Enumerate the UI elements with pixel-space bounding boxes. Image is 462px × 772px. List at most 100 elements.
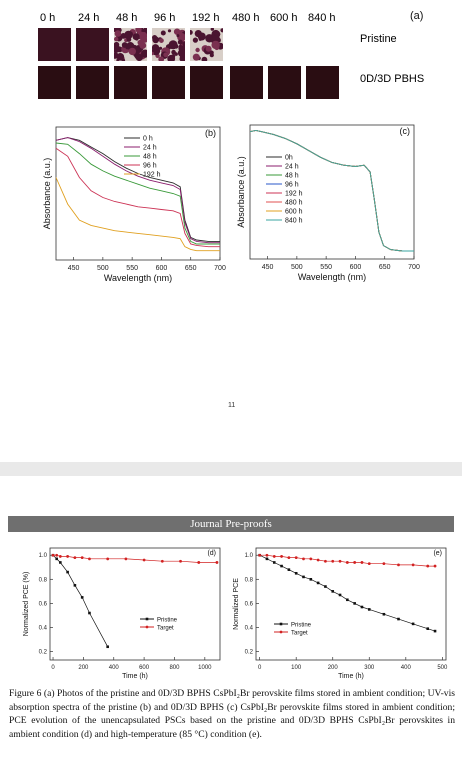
series-line xyxy=(249,129,414,252)
legend-marker xyxy=(279,630,283,634)
series-line xyxy=(249,129,414,252)
data-point xyxy=(272,555,276,558)
legend-label: Pristine xyxy=(157,618,178,624)
plot-frame xyxy=(49,547,221,661)
data-point xyxy=(302,575,305,579)
data-point xyxy=(324,585,327,588)
film-photo-pbhs xyxy=(306,66,339,99)
panel-label: (e) xyxy=(433,550,442,557)
data-point xyxy=(73,584,77,587)
data-point xyxy=(215,561,219,564)
journal-banner: Journal Pre-proofs xyxy=(8,516,454,532)
data-point xyxy=(294,556,298,560)
data-point xyxy=(80,556,84,560)
data-point xyxy=(397,617,400,621)
x-axis-label: Time (h) xyxy=(122,673,148,680)
panel-label: (d) xyxy=(207,550,216,557)
pce-chart-ambient: 0 200 400 600 800 1000 0.2 0.4 0.6 0.8 1.0 Time (h)… xyxy=(23,547,221,680)
time-label: 480 h xyxy=(232,12,260,24)
time-label: 0 h xyxy=(40,12,56,24)
data-point xyxy=(353,561,357,564)
series-line xyxy=(259,554,435,567)
x-tick-label: 550 xyxy=(126,265,138,272)
data-point xyxy=(411,563,415,567)
y-axis-label: Absorbance (a.u.) xyxy=(236,156,246,228)
data-point xyxy=(58,555,62,558)
data-point xyxy=(265,553,269,557)
legend-marker xyxy=(145,625,149,629)
series-line xyxy=(53,554,217,563)
x-tick-label: 450 xyxy=(262,264,274,271)
data-point xyxy=(106,645,109,649)
y-tick-label: 0.2 xyxy=(39,650,48,656)
x-tick-label: 700 xyxy=(408,264,420,271)
x-tick-label: 400 xyxy=(109,665,120,671)
legend-label: 96 h xyxy=(143,163,157,170)
data-point xyxy=(382,612,386,616)
panel-label-a: (a) xyxy=(410,10,424,22)
legend-label: 480 h xyxy=(285,200,303,207)
data-point xyxy=(294,571,298,575)
data-point xyxy=(302,557,305,561)
legend-marker xyxy=(279,622,283,626)
data-point xyxy=(73,556,77,560)
x-tick-label: 1000 xyxy=(198,665,212,671)
x-tick-label: 300 xyxy=(364,665,375,671)
data-point xyxy=(367,608,371,611)
x-tick-label: 200 xyxy=(328,665,339,671)
x-tick-label: 500 xyxy=(291,264,303,271)
y-axis-label: Normalized PCE xyxy=(233,578,240,630)
legend-label: 0 h xyxy=(143,136,153,143)
film-photo-pbhs xyxy=(114,66,147,99)
y-tick-label: 0.6 xyxy=(39,601,48,607)
series-line xyxy=(249,129,414,252)
film-photo-pbhs xyxy=(230,66,263,99)
y-tick-label: 0.4 xyxy=(39,625,48,631)
film-photo-pristine xyxy=(76,28,109,61)
manuscript-page-top: 0 h 24 h 48 h 96 h 192 h 480 h 600 h 840 h (a) … xyxy=(38,10,425,409)
data-point xyxy=(382,562,386,566)
film-photo-pbhs xyxy=(152,66,185,99)
legend-label: 600 h xyxy=(285,209,303,216)
y-tick-label: 0.6 xyxy=(245,601,254,607)
series-line xyxy=(259,554,436,632)
legend-label: 192 h xyxy=(143,172,161,179)
series-line xyxy=(249,129,414,252)
time-label: 24 h xyxy=(78,12,100,24)
data-point xyxy=(66,555,70,558)
data-point xyxy=(106,557,110,561)
data-point xyxy=(433,629,437,633)
series-line xyxy=(55,137,220,244)
film-photo-pristine xyxy=(150,28,189,63)
x-tick-label: 600 xyxy=(139,665,150,671)
x-tick-label: 100 xyxy=(291,665,302,671)
time-label: 48 h xyxy=(116,12,138,24)
legend-label: 96 h xyxy=(285,182,299,189)
data-point xyxy=(280,555,283,558)
data-point xyxy=(411,622,415,626)
data-point xyxy=(331,590,335,593)
legend-label: 840 h xyxy=(285,218,303,225)
data-point xyxy=(88,557,91,561)
data-point xyxy=(51,553,55,557)
film-photo-pbhs xyxy=(76,66,109,99)
data-point xyxy=(272,561,276,564)
x-tick-label: 0 xyxy=(51,665,55,671)
data-point xyxy=(397,563,400,567)
y-tick-label: 0.8 xyxy=(245,577,254,583)
x-tick-label: 600 xyxy=(350,264,362,271)
x-tick-label: 200 xyxy=(78,665,89,671)
data-point xyxy=(353,602,356,605)
data-point xyxy=(309,557,313,561)
y-tick-label: 1.0 xyxy=(39,553,48,559)
x-axis-label: Wavelength (nm) xyxy=(298,272,366,282)
y-axis-label: Absorbance (a.u.) xyxy=(42,158,52,230)
series-line xyxy=(52,554,109,647)
x-tick-label: 800 xyxy=(169,665,180,671)
x-axis-label: Time (h) xyxy=(338,673,364,680)
data-point xyxy=(360,561,364,564)
x-tick-label: 400 xyxy=(401,665,412,671)
data-point xyxy=(59,561,62,564)
data-point xyxy=(66,570,69,574)
legend-label: 192 h xyxy=(285,191,303,198)
